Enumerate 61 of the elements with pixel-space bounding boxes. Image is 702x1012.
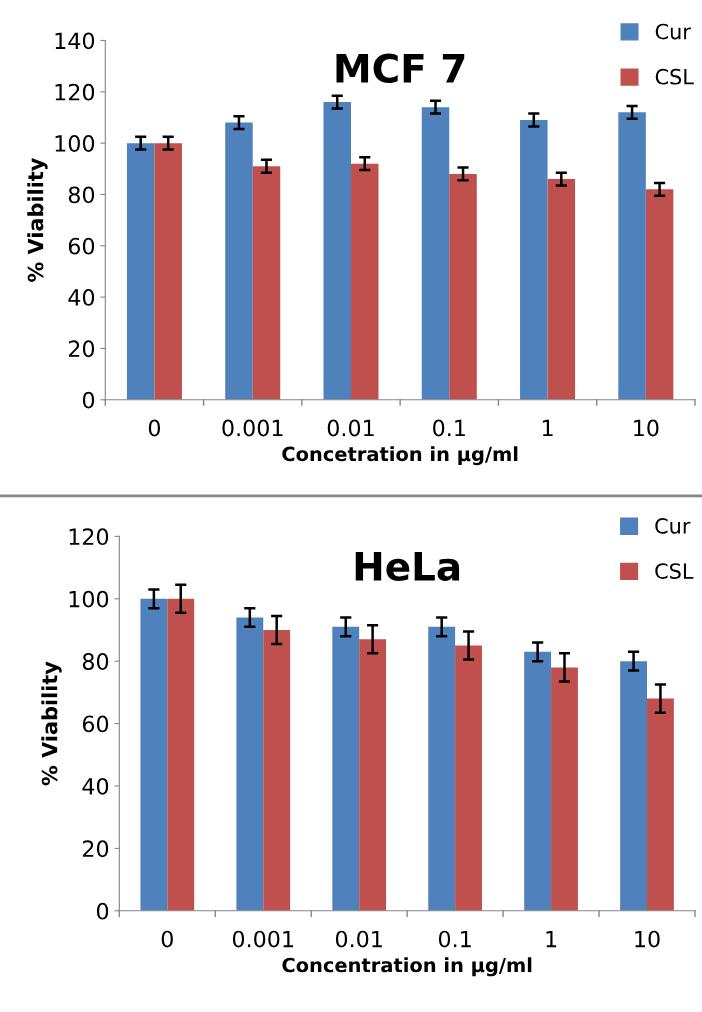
x-tick-label: 0.001	[232, 930, 294, 948]
bar	[449, 173, 477, 400]
x-tick-label: 0.1	[433, 419, 465, 437]
bar	[620, 661, 648, 911]
y-tick-label: 40	[68, 289, 95, 306]
y-tick-label: 20	[82, 840, 109, 858]
y-tick-label: 0	[82, 391, 95, 409]
bar	[618, 112, 646, 400]
bar	[647, 698, 674, 911]
x-axis-title: Concentration in µg/ml	[282, 957, 532, 977]
y-tick-label: 140	[55, 32, 95, 50]
bar	[126, 143, 155, 400]
bar	[455, 645, 482, 911]
bar	[520, 120, 548, 400]
y-tick-label: 60	[68, 237, 95, 255]
bar	[167, 598, 195, 911]
x-tick-label: 0.001	[222, 419, 283, 437]
x-tick-label: 0.01	[327, 419, 374, 437]
y-tick-label: 60	[82, 715, 109, 733]
y-tick-label: 40	[82, 777, 109, 795]
x-tick-label: 1	[546, 930, 557, 948]
legend-label: Cur	[655, 23, 691, 40]
x-tick-label: 0.1	[438, 930, 471, 948]
y-tick-label: 100	[55, 135, 95, 152]
bar	[225, 122, 253, 400]
bar	[359, 639, 387, 911]
x-tick-label: 10	[634, 419, 659, 437]
bar	[236, 617, 264, 911]
bar	[332, 626, 360, 911]
bar	[428, 626, 456, 911]
bar	[263, 629, 291, 911]
legend-label: CSL	[655, 68, 694, 85]
bar	[252, 166, 281, 400]
x-tick-label: 0	[161, 930, 173, 948]
bar	[421, 107, 450, 400]
x-tick-label: 10	[635, 930, 660, 948]
x-axis-title: Concetration in µg/ml	[282, 446, 518, 466]
bar	[551, 667, 578, 911]
y-tick-label: 0	[96, 902, 109, 920]
y-tick-label: 80	[82, 653, 109, 670]
bar	[323, 102, 351, 400]
y-tick-label: 20	[68, 340, 95, 358]
y-tick-label: 120	[69, 528, 109, 546]
x-tick-label: 0.01	[335, 930, 382, 948]
chart-title: HeLa	[355, 552, 460, 581]
bar	[351, 163, 379, 400]
x-tick-label: 0	[148, 419, 161, 437]
y-tick-label: 80	[68, 186, 95, 204]
x-tick-label: 1	[542, 419, 553, 437]
y-axis-title: % Viability	[41, 661, 62, 786]
legend-label: CSL	[655, 563, 694, 579]
bar	[140, 598, 168, 911]
chart-title: MCF 7	[336, 53, 465, 83]
y-tick-label: 120	[55, 83, 95, 101]
legend-label: Cur	[655, 518, 691, 534]
bar	[645, 189, 674, 400]
y-axis-title: % Viability	[27, 158, 48, 282]
bar	[547, 179, 576, 400]
bar	[154, 143, 182, 400]
bar	[524, 651, 552, 911]
y-tick-label: 100	[69, 590, 109, 608]
